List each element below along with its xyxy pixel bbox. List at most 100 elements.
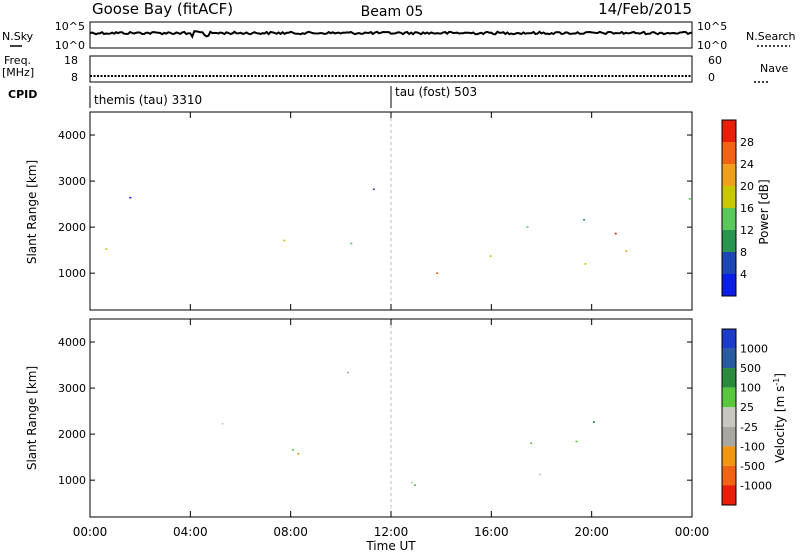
velocity-colorbar-tick: 500 — [740, 362, 761, 375]
noise-sky-series — [89, 30, 693, 40]
velocity-colorbar-swatch — [722, 329, 736, 349]
power-colorbar-tick: 4 — [740, 268, 747, 281]
freq-tick-low: 8 — [71, 71, 78, 84]
power-colorbar-swatch — [722, 274, 736, 296]
power-colorbar-frame — [721, 119, 737, 297]
power-colorbar-swatch — [722, 186, 736, 208]
y-tick-label: 4000 — [58, 336, 86, 349]
velocity-colorbar-swatch — [722, 348, 736, 369]
y-tick-label: 1000 — [58, 267, 86, 280]
freq-label: Freq. — [4, 54, 31, 67]
velocity-colorbar-label-main: Velocity [m s — [773, 386, 787, 463]
echo-mark — [584, 263, 587, 265]
station-title: Goose Bay (fitACF) — [92, 0, 233, 18]
power-colorbar-tick: 12 — [740, 224, 754, 237]
echo-mark — [105, 248, 108, 250]
power-colorbar-swatch — [722, 120, 736, 142]
cpid-mode-1: themis (tau) 3310 — [94, 93, 202, 107]
velocity-colorbar-tick: 100 — [740, 382, 761, 395]
velocity-colorbar-tick: 25 — [740, 401, 754, 414]
echo-mark — [414, 484, 416, 486]
echo-mark — [625, 250, 628, 252]
echo-mark — [350, 242, 353, 245]
echo-mark — [583, 219, 586, 221]
echo-mark — [614, 232, 617, 235]
y-tick-label: 1000 — [58, 474, 86, 487]
velocity-colorbar-label: Velocity [m s-1] — [772, 373, 787, 463]
power-colorbar-tick: 8 — [740, 246, 747, 259]
velocity-colorbar-tick: -25 — [740, 421, 758, 434]
velocity-colorbar-tick: -100 — [740, 440, 765, 453]
echo-mark — [575, 440, 578, 443]
nave-tick-low: 0 — [708, 71, 715, 84]
echo-mark — [688, 198, 691, 200]
power-colorbar: 4 8 12 16 20 24 28 — [721, 119, 754, 297]
y-tick-label: 3000 — [58, 175, 86, 188]
velocity-colorbar: 1000 500 100 25 -25 -100 -500 -1000 — [721, 328, 772, 506]
x-tick-label: 04:00 — [173, 525, 208, 539]
echo-mark — [292, 449, 294, 451]
velocity-colorbar-frame — [721, 328, 737, 506]
velocity-colorbar-swatch — [722, 426, 736, 447]
cpid-panel: CPID themis (tau) 3310 tau (fost) 503 — [8, 85, 477, 108]
echo-mark — [530, 442, 533, 444]
power-colorbar-tick: 20 — [740, 180, 754, 193]
velocity-colorbar-tick: -1000 — [740, 479, 772, 492]
noise-tick-low-left: 10^0 — [55, 39, 85, 52]
power-colorbar-tick: 24 — [740, 158, 754, 171]
x-tick-label: 08:00 — [273, 525, 308, 539]
freq-tick-high: 18 — [64, 54, 78, 67]
echo-mark — [489, 255, 492, 257]
echo-mark — [436, 272, 439, 274]
noise-tick-low-right: 10^0 — [697, 39, 727, 52]
x-tick-label: 20:00 — [574, 525, 609, 539]
y-tick-label: 2000 — [58, 221, 86, 234]
power-colorbar-tick: 16 — [740, 202, 754, 215]
freq-unit-label: [MHz] — [2, 66, 34, 79]
x-tick-label: 00:00 — [675, 525, 710, 539]
power-colorbar-swatch — [722, 252, 736, 274]
echo-mark — [283, 239, 286, 242]
noise-tick-high-right: 10^5 — [697, 20, 727, 33]
velocity-colorbar-swatch — [722, 368, 736, 388]
noise-panel: N.Sky 10^5 10^0 10^5 10^0 N.Search — [2, 20, 796, 52]
x-axis-label: Time UT — [365, 539, 416, 553]
velocity-colorbar-swatch — [722, 465, 736, 486]
y-tick-label: 2000 — [58, 428, 86, 441]
echo-mark — [346, 371, 349, 374]
nave-label: Nave — [760, 62, 788, 75]
noise-tick-high-left: 10^5 — [55, 20, 85, 33]
power-colorbar-swatch — [722, 142, 736, 164]
velocity-colorbar-label-end: ] — [773, 373, 787, 378]
y-tick-label: 3000 — [58, 382, 86, 395]
noise-sky-label: N.Sky — [2, 30, 34, 43]
date-title: 14/Feb/2015 — [598, 0, 692, 18]
power-colorbar-label: Power [dB] — [757, 179, 771, 244]
frequency-panel: Freq. [MHz] 18 8 60 0 Nave — [2, 54, 788, 84]
x-tick-label: 12:00 — [374, 525, 409, 539]
echo-mark — [372, 188, 375, 191]
echo-mark — [297, 452, 300, 455]
echo-mark — [526, 226, 529, 228]
velocity-colorbar-swatch — [722, 446, 736, 466]
nave-tick-high: 60 — [708, 54, 722, 67]
power-ylabel: Slant Range [km] — [25, 160, 39, 264]
velocity-scatter-marks — [221, 371, 595, 486]
velocity-panel: 1000 2000 3000 4000 Slant Range [km] 1000 50… — [25, 112, 787, 553]
y-tick-label: 4000 — [58, 129, 86, 142]
velocity-colorbar-tick: 1000 — [740, 343, 768, 356]
power-colorbar-swatch — [722, 164, 736, 186]
x-tick-label: 16:00 — [474, 525, 509, 539]
power-colorbar-swatch — [722, 230, 736, 252]
velocity-colorbar-label-sup: -1 — [772, 378, 781, 386]
power-colorbar-swatch — [722, 208, 736, 230]
power-scatter-marks — [105, 188, 691, 274]
x-tick-label: 00:00 — [73, 525, 108, 539]
cpid-mode-2: tau (fost) 503 — [395, 85, 477, 99]
velocity-colorbar-swatch — [722, 407, 736, 427]
power-panel: 1000 2000 3000 4000 Slant Range [km] 4 8 12 16… — [25, 111, 771, 311]
velocity-colorbar-tick: -500 — [740, 460, 765, 473]
echo-mark — [221, 422, 224, 425]
cpid-label: CPID — [8, 88, 37, 101]
